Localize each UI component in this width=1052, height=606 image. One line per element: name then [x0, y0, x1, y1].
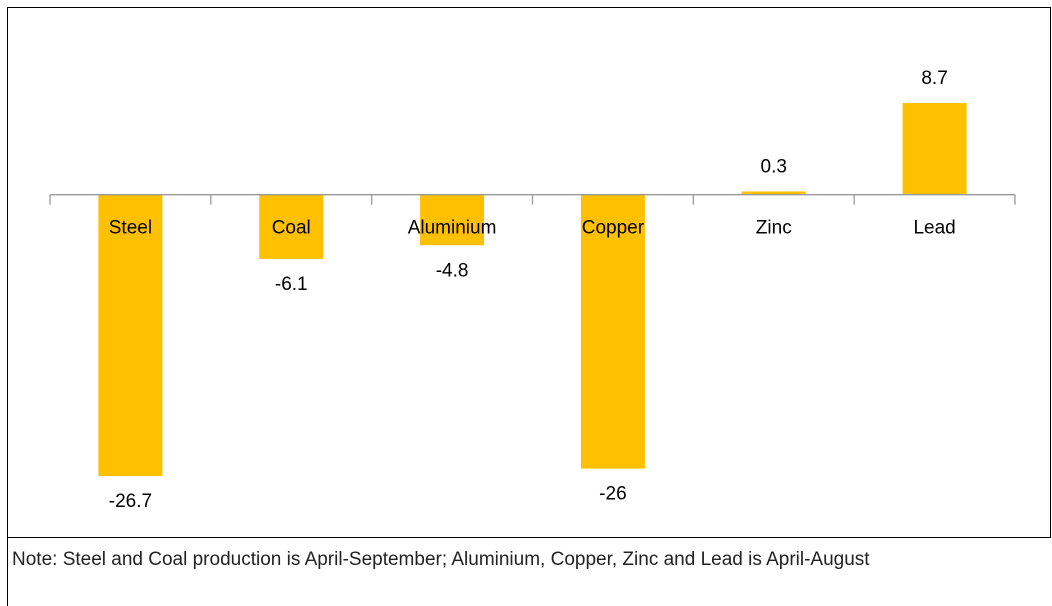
x-tick-label: Copper: [582, 218, 645, 239]
x-tick-label: Coal: [272, 218, 311, 239]
data-label: 0.3: [761, 157, 787, 178]
x-tick-label: Steel: [109, 218, 152, 239]
note-border: [7, 538, 8, 606]
note: Note: Steel and Coal production is April…: [12, 549, 870, 570]
bar: [580, 194, 645, 469]
bar: [259, 194, 324, 259]
bar: [98, 194, 163, 476]
bar: [741, 191, 806, 195]
x-tick-label: Aluminium: [408, 218, 497, 239]
bar: [420, 194, 485, 246]
data-label: -26.7: [109, 491, 152, 512]
chart-frame: [7, 7, 1051, 538]
bar: [902, 103, 967, 195]
data-label: -4.8: [436, 260, 469, 281]
x-tick-label: Lead: [913, 218, 955, 239]
data-label: 8.7: [921, 68, 947, 89]
data-label: -6.1: [275, 274, 308, 295]
chart: -26.7 Steel -6.1 Coal -4.8 Aluminium -26 Copper…: [7, 7, 1051, 538]
data-label: -26: [599, 484, 626, 505]
x-tick-label: Zinc: [756, 218, 792, 239]
